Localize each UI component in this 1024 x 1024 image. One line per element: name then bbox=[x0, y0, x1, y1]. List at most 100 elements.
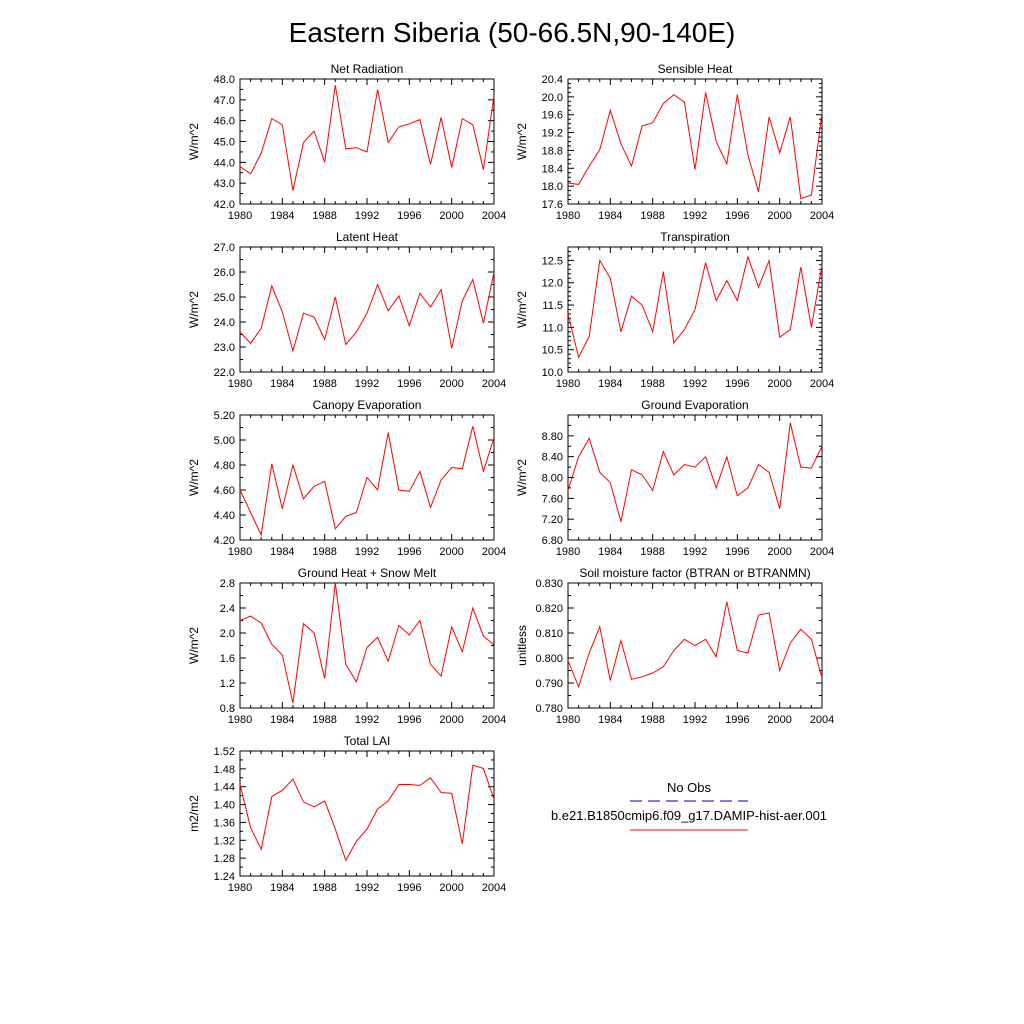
y-tick-label: 7.20 bbox=[542, 514, 563, 526]
y-tick-label: 6.80 bbox=[542, 535, 563, 547]
x-tick-label: 1980 bbox=[228, 210, 252, 222]
x-tick-label: 1996 bbox=[725, 378, 749, 390]
y-tick-label: 4.60 bbox=[214, 485, 235, 497]
y-tick-label: 20.0 bbox=[542, 92, 563, 104]
chart-panel: Total LAI m2/m2 1980 1984 1988 1992 1996 2000 20… bbox=[187, 734, 506, 894]
chart-panel: Transpiration W/m^2 1980 1984 1988 1992 1996 20… bbox=[515, 230, 834, 390]
y-tick-label: 4.80 bbox=[214, 460, 235, 472]
x-tick-label: 2004 bbox=[482, 210, 506, 222]
x-tick-label: 1980 bbox=[228, 546, 252, 558]
x-tick-label: 1984 bbox=[270, 546, 294, 558]
y-tick-label: 5.00 bbox=[214, 435, 235, 447]
x-tick-label: 1980 bbox=[228, 378, 252, 390]
chart-panel: Sensible Heat W/m^2 1980 1984 1988 1992 1996 20… bbox=[515, 62, 834, 222]
x-tick-label: 2000 bbox=[439, 378, 463, 390]
x-tick-label: 2004 bbox=[810, 714, 834, 726]
x-tick-label: 1992 bbox=[683, 714, 707, 726]
series-line bbox=[239, 271, 495, 353]
y-axis-label: W/m^2 bbox=[187, 459, 201, 496]
y-tick-label: 22.0 bbox=[214, 367, 235, 379]
x-tick-label: 1992 bbox=[683, 210, 707, 222]
x-tick-label: 1984 bbox=[598, 210, 622, 222]
legend-model-label: b.e21.B1850cmip6.f09_g17.DAMIP-hist-aer.… bbox=[551, 808, 827, 823]
y-tick-label: 12.5 bbox=[542, 255, 563, 267]
series-line bbox=[567, 92, 823, 200]
y-tick-label: 48.0 bbox=[214, 74, 235, 86]
x-tick-label: 1988 bbox=[312, 378, 336, 390]
x-tick-label: 1996 bbox=[725, 210, 749, 222]
x-tick-label: 1980 bbox=[228, 714, 252, 726]
y-tick-label: 1.48 bbox=[214, 764, 235, 776]
y-tick-label: 8.00 bbox=[542, 473, 563, 485]
series-line bbox=[239, 764, 495, 862]
y-tick-label: 4.20 bbox=[214, 535, 235, 547]
x-tick-label: 2004 bbox=[482, 546, 506, 558]
y-axis-label: W/m^2 bbox=[187, 627, 201, 664]
y-tick-label: 0.830 bbox=[535, 578, 563, 590]
plot-frame bbox=[239, 246, 495, 373]
x-tick-label: 1984 bbox=[598, 546, 622, 558]
x-tick-label: 1980 bbox=[556, 210, 580, 222]
y-tick-label: 8.40 bbox=[542, 452, 563, 464]
plot-frame bbox=[239, 582, 495, 709]
x-tick-label: 1992 bbox=[355, 546, 379, 558]
panel-title: Canopy Evaporation bbox=[313, 398, 422, 412]
y-tick-label: 2.0 bbox=[220, 628, 235, 640]
y-tick-label: 25.0 bbox=[214, 292, 235, 304]
x-tick-label: 2004 bbox=[482, 378, 506, 390]
y-tick-label: 11.5 bbox=[542, 300, 563, 312]
x-tick-label: 2004 bbox=[482, 714, 506, 726]
x-tick-label: 1984 bbox=[270, 378, 294, 390]
y-tick-label: 0.800 bbox=[535, 653, 563, 665]
legend: No Obs b.e21.B1850cmip6.f09_g17.DAMIP-hi… bbox=[551, 780, 827, 831]
y-tick-label: 2.4 bbox=[220, 603, 235, 615]
series-line bbox=[239, 582, 495, 704]
x-tick-label: 1984 bbox=[598, 378, 622, 390]
y-tick-label: 17.6 bbox=[542, 199, 563, 211]
y-tick-label: 27.0 bbox=[214, 242, 235, 254]
x-tick-label: 1988 bbox=[640, 546, 664, 558]
y-tick-label: 43.0 bbox=[214, 178, 235, 190]
y-tick-label: 0.780 bbox=[535, 703, 563, 715]
x-tick-label: 2000 bbox=[767, 378, 791, 390]
x-tick-label: 2000 bbox=[767, 210, 791, 222]
x-tick-label: 1984 bbox=[598, 714, 622, 726]
y-tick-label: 1.6 bbox=[220, 653, 235, 665]
chart-panel: Latent Heat W/m^2 1980 1984 1988 1992 1996 2000… bbox=[187, 230, 506, 390]
y-axis-label: W/m^2 bbox=[187, 123, 201, 160]
y-tick-label: 1.2 bbox=[220, 678, 235, 690]
y-tick-label: 20.4 bbox=[542, 74, 563, 86]
plot-frame bbox=[239, 78, 495, 205]
y-axis-label: unitless bbox=[515, 625, 529, 666]
x-tick-label: 2004 bbox=[482, 882, 506, 894]
chart-panel: Ground Heat + Snow Melt W/m^2 1980 1984 1988… bbox=[187, 566, 506, 726]
x-tick-label: 1992 bbox=[355, 378, 379, 390]
y-tick-label: 1.36 bbox=[214, 817, 235, 829]
x-tick-label: 2000 bbox=[767, 546, 791, 558]
y-tick-label: 7.60 bbox=[542, 493, 563, 505]
y-tick-label: 0.820 bbox=[535, 603, 563, 615]
x-tick-label: 1992 bbox=[355, 714, 379, 726]
panel-title: Total LAI bbox=[344, 734, 391, 748]
y-tick-label: 1.40 bbox=[214, 800, 235, 812]
chart-panel: Net Radiation W/m^2 1980 1984 1988 1992 1996 20… bbox=[187, 62, 506, 222]
y-tick-label: 2.8 bbox=[220, 578, 235, 590]
x-tick-label: 1988 bbox=[312, 546, 336, 558]
x-tick-label: 1996 bbox=[397, 714, 421, 726]
x-tick-label: 1984 bbox=[270, 210, 294, 222]
y-tick-label: 5.20 bbox=[214, 410, 235, 422]
y-tick-label: 24.0 bbox=[214, 317, 235, 329]
x-tick-label: 1980 bbox=[228, 882, 252, 894]
panel-title: Transpiration bbox=[660, 230, 730, 244]
y-tick-label: 10.5 bbox=[542, 345, 563, 357]
x-tick-label: 1996 bbox=[397, 378, 421, 390]
y-tick-label: 23.0 bbox=[214, 342, 235, 354]
x-tick-label: 2004 bbox=[810, 378, 834, 390]
series-line bbox=[567, 422, 823, 522]
x-tick-label: 1992 bbox=[683, 378, 707, 390]
x-tick-label: 2000 bbox=[439, 546, 463, 558]
legend-obs-label: No Obs bbox=[667, 780, 712, 795]
y-tick-label: 1.32 bbox=[214, 835, 235, 847]
x-tick-label: 1980 bbox=[556, 378, 580, 390]
